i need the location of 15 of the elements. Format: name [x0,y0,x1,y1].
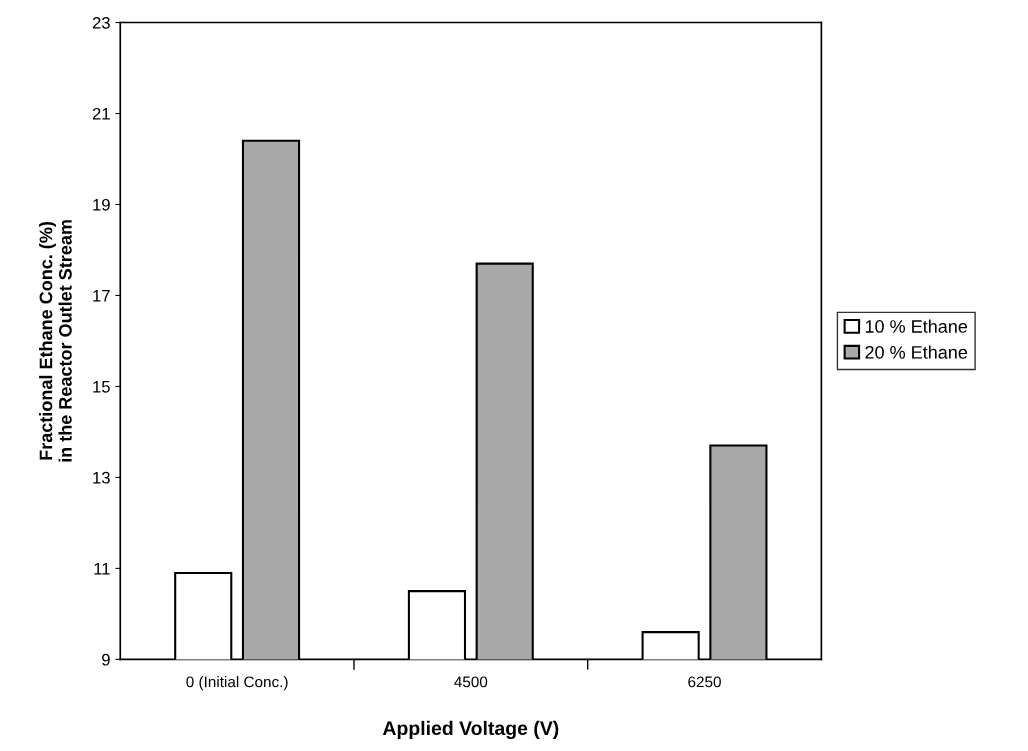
y-tick-label: 13 [93,471,110,484]
y-tick-label: 17 [93,290,110,302]
legend-label: 10 % Ethane [865,319,968,333]
y-axis-title: Fractional Ethane Conc. (%) in the Reactor Outlet Stream [39,220,72,462]
x-tick-label: 6250 [688,676,721,688]
y-tick-label: 11 [94,562,110,575]
y-tick-label: 19 [93,198,110,211]
x-tick-label: 0 (Initial Conc.) [186,676,288,691]
y-tick-label: 21 [92,107,110,120]
y-tick-label: 15 [93,381,110,393]
x-axis-title: Applied Voltage (V) [382,720,559,740]
x-tick-label: 4500 [454,676,488,688]
y-tick-label: 9 [102,653,110,666]
y-tick-label: 23 [92,16,110,29]
legend-label: 20 % Ethane [865,345,968,359]
